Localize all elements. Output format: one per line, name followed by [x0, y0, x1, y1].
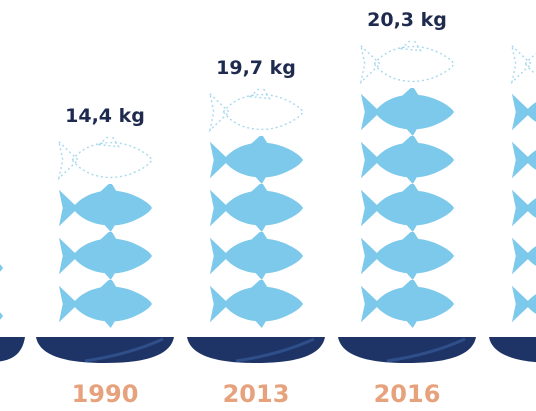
fish-1990-2 — [58, 232, 153, 280]
fish-2013-1 — [209, 280, 304, 328]
cropped-group-left — [0, 244, 25, 362]
bowl-2016 — [338, 337, 476, 363]
fish-2013-3 — [209, 184, 304, 232]
bowl-2013 — [187, 337, 325, 363]
fish-2016-4 — [360, 136, 455, 184]
year-group-2018: 22 — [489, 40, 536, 363]
bowl-1990 — [36, 337, 174, 363]
year-label-2016: 2016 — [374, 380, 441, 408]
fish-2016-5 — [360, 88, 455, 136]
bowl-cropped-left — [0, 337, 25, 362]
bowl-2018 — [489, 337, 536, 363]
fish-1990-1 — [58, 280, 153, 328]
fish-2018-partial-outline — [511, 40, 536, 83]
fish-2013-2 — [209, 232, 304, 280]
fish-2018-4 — [511, 136, 536, 184]
year-group-1990: 14,4 kg 1990 — [36, 105, 174, 408]
fish-2018-3 — [511, 184, 536, 232]
fish-cropped-left-2 — [0, 292, 4, 340]
fish-1990-3 — [58, 184, 153, 232]
fish-2018-5 — [511, 88, 536, 136]
fish-1990-partial-outline — [58, 136, 153, 179]
year-label-2013: 2013 — [223, 380, 290, 408]
fish-2018-1 — [511, 280, 536, 328]
fish-2016-3 — [360, 184, 455, 232]
year-group-2013: 19,7 kg 2013 — [187, 57, 325, 408]
year-group-2016: 20,3 kg 2016 — [338, 9, 476, 408]
fish-cropped-left-1 — [0, 244, 4, 292]
fish-2018-2 — [511, 232, 536, 280]
year-label-1990: 1990 — [72, 380, 139, 408]
fish-2016-1 — [360, 280, 455, 328]
fish-2016-2 — [360, 232, 455, 280]
fish-2013-4 — [209, 136, 304, 184]
bowl-highlight-2013 — [235, 337, 315, 363]
value-label-2016: 20,3 kg — [367, 9, 447, 31]
fish-2013-partial-outline — [209, 88, 304, 131]
bowl-highlight-1990 — [84, 337, 164, 363]
fish-2016-partial-outline — [360, 40, 455, 83]
value-label-2013: 19,7 kg — [216, 57, 296, 79]
value-label-1990: 14,4 kg — [65, 105, 145, 127]
bowl-highlight-2016 — [386, 337, 466, 363]
